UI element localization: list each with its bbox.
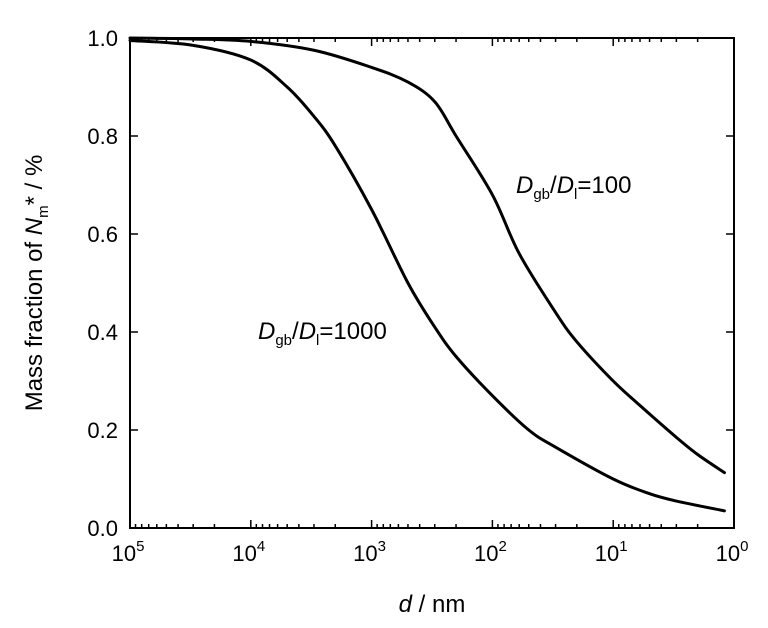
plot-frame bbox=[129, 37, 735, 529]
y-tick-label: 0.4 bbox=[87, 320, 118, 345]
y-tick-label: 0.8 bbox=[87, 124, 118, 149]
x-axis: 105 104 103 102 101 100 bbox=[112, 38, 749, 566]
x-axis-title: d / nm bbox=[399, 591, 466, 618]
y-axis: 0.0 0.2 0.4 0.6 0.8 1.0 bbox=[87, 26, 734, 541]
y-axis-title: Mass fraction of Nm* / % bbox=[21, 155, 52, 412]
series-line-100 bbox=[128, 36, 726, 475]
x-tick-label: 104 bbox=[232, 538, 265, 566]
y-tick-label: 0.2 bbox=[87, 418, 118, 443]
series-label-100: Dgb/Dl=100 bbox=[516, 172, 631, 203]
x-tick-label: 100 bbox=[716, 538, 749, 566]
y-tick-label: 0.0 bbox=[87, 516, 118, 541]
x-tick-label: 103 bbox=[353, 538, 386, 566]
curves bbox=[128, 36, 726, 513]
y-tick-label: 0.6 bbox=[87, 222, 118, 247]
x-tick-label: 101 bbox=[595, 538, 628, 566]
x-tick-label: 105 bbox=[112, 538, 145, 566]
x-tick-label: 102 bbox=[474, 538, 507, 566]
series-label-1000: Dgb/Dl=1000 bbox=[258, 318, 387, 349]
series-line-1000 bbox=[128, 38, 726, 513]
y-tick-label: 1.0 bbox=[87, 26, 118, 51]
